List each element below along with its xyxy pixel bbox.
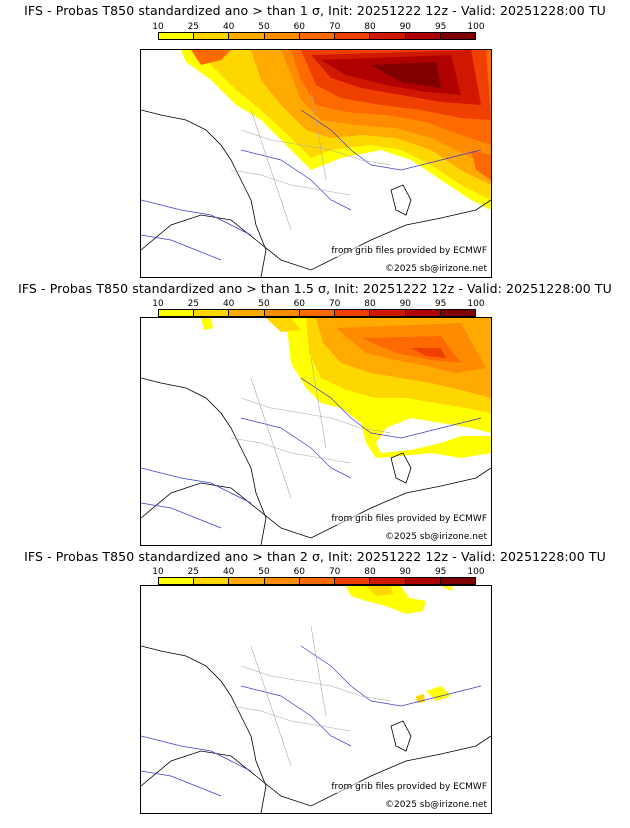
- scale-swatch: [440, 310, 475, 316]
- scale-tick-label: 80: [364, 299, 376, 309]
- scale-tick-label: 100: [467, 22, 485, 32]
- scale-tick-label: 10: [152, 299, 164, 309]
- probability-scale: 10 25 40 50 60 70 80 90 95 100: [152, 299, 485, 321]
- scale-tick-label: 60: [293, 299, 306, 309]
- scale-ticks: 10 25 40 50 60 70 80 90 95 100: [152, 22, 484, 32]
- scale-swatch: [264, 578, 300, 584]
- color-scale-bar: [158, 309, 476, 317]
- copyright-text: ©2025 sb@irizone.net: [385, 532, 487, 543]
- scale-ticks: 10 25 40 50 60 70 80 90 95 100: [152, 299, 484, 309]
- scale-swatch: [440, 33, 475, 39]
- scale-tick-label: 95: [434, 299, 447, 309]
- source-credit: from grib files provided by ECMWF: [331, 782, 487, 793]
- map-frame: from grib files provided by ECMWF ©2025 …: [140, 49, 492, 278]
- panel-title: IFS - Probas T850 standardized ano > tha…: [18, 281, 612, 296]
- scale-tick-label: 100: [467, 299, 485, 309]
- scale-tick-label: 70: [328, 22, 341, 32]
- panel-title: IFS - Probas T850 standardized ano > tha…: [24, 3, 606, 18]
- scale-swatch: [440, 578, 475, 584]
- color-scale-bar: [158, 577, 476, 585]
- scale-swatch: [335, 33, 371, 39]
- scale-tick-label: 50: [258, 567, 270, 577]
- scale-swatch: [370, 310, 406, 316]
- scale-tick-label: 90: [399, 567, 412, 577]
- scale-swatch: [229, 578, 265, 584]
- scale-tick-label: 25: [187, 567, 200, 577]
- copyright-text: ©2025 sb@irizone.net: [385, 800, 487, 811]
- scale-swatch: [299, 33, 336, 39]
- source-credit: from grib files provided by ECMWF: [331, 246, 487, 257]
- color-scale-bar: [158, 32, 476, 40]
- map-panel-2: IFS - Probas T850 standardized ano > tha…: [0, 276, 630, 546]
- probability-map: [141, 586, 491, 813]
- scale-swatch: [299, 578, 336, 584]
- scale-swatch: [194, 33, 230, 39]
- map-panel-1: IFS - Probas T850 standardized ano > tha…: [0, 0, 630, 278]
- probability-map: [141, 50, 491, 277]
- source-credit: from grib files provided by ECMWF: [331, 514, 487, 525]
- scale-swatch: [405, 578, 441, 584]
- map-frame: from grib files provided by ECMWF ©2025 …: [140, 317, 492, 546]
- scale-swatch: [299, 310, 336, 316]
- scale-swatch: [405, 33, 441, 39]
- scale-swatch: [335, 310, 371, 316]
- scale-swatch: [159, 310, 195, 316]
- scale-tick-label: 95: [434, 22, 447, 32]
- scale-swatch: [405, 310, 441, 316]
- panel-title: IFS - Probas T850 standardized ano > tha…: [24, 549, 606, 564]
- scale-tick-label: 95: [434, 567, 447, 577]
- scale-tick-label: 80: [364, 567, 376, 577]
- map-lines: [141, 89, 491, 277]
- probability-map: [141, 318, 491, 545]
- scale-tick-label: 80: [364, 22, 376, 32]
- scale-swatch: [159, 33, 195, 39]
- scale-tick-label: 50: [258, 299, 270, 309]
- scale-swatch: [264, 310, 300, 316]
- map-lines: [141, 357, 491, 545]
- copyright-text: ©2025 sb@irizone.net: [385, 264, 487, 275]
- probability-scale: 10 25 40 50 60 70 80 90 95 100: [152, 22, 485, 44]
- scale-swatch: [229, 33, 265, 39]
- map-panel-3: IFS - Probas T850 standardized ano > tha…: [0, 544, 630, 814]
- scale-swatch: [370, 33, 406, 39]
- scale-ticks: 10 25 40 50 60 70 80 90 95 100: [152, 567, 484, 577]
- scale-tick-label: 90: [399, 22, 412, 32]
- scale-tick-label: 60: [293, 567, 306, 577]
- scale-swatch: [335, 578, 371, 584]
- scale-tick-label: 50: [258, 22, 270, 32]
- scale-tick-label: 40: [222, 299, 235, 309]
- scale-tick-label: 60: [293, 22, 306, 32]
- scale-swatch: [370, 578, 406, 584]
- scale-tick-label: 10: [152, 567, 164, 577]
- scale-swatch: [194, 310, 230, 316]
- scale-tick-label: 90: [399, 299, 412, 309]
- map-lines: [141, 625, 491, 813]
- probability-fields: [181, 50, 491, 210]
- scale-swatch: [194, 578, 230, 584]
- scale-tick-label: 25: [187, 299, 200, 309]
- scale-tick-label: 70: [328, 567, 341, 577]
- probability-fields: [346, 586, 453, 703]
- scale-tick-label: 25: [187, 22, 200, 32]
- scale-tick-label: 10: [152, 22, 164, 32]
- scale-tick-label: 40: [222, 567, 235, 577]
- scale-tick-label: 40: [222, 22, 235, 32]
- scale-tick-label: 70: [328, 299, 341, 309]
- probability-scale: 10 25 40 50 60 70 80 90 95 100: [152, 567, 485, 589]
- scale-tick-label: 100: [467, 567, 485, 577]
- scale-swatch: [229, 310, 265, 316]
- scale-swatch: [264, 33, 300, 39]
- probability-fields: [201, 318, 491, 458]
- map-frame: from grib files provided by ECMWF ©2025 …: [140, 585, 492, 814]
- scale-swatch: [159, 578, 195, 584]
